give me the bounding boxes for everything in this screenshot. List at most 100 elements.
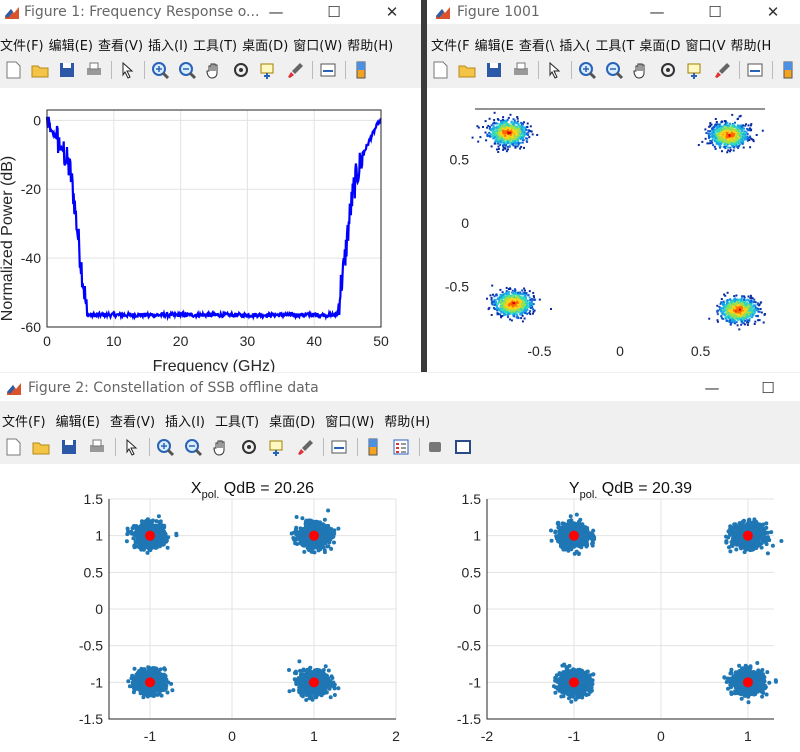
colorbar-icon[interactable] bbox=[362, 436, 384, 458]
menu-view[interactable]: 查看(\ bbox=[518, 39, 555, 54]
zoom-out-icon[interactable] bbox=[182, 436, 204, 458]
link-plot-icon[interactable] bbox=[744, 59, 766, 81]
menu-file[interactable]: 文件(F) bbox=[2, 415, 46, 430]
y-tick-label: -1 bbox=[91, 674, 104, 690]
y-tick-label: 0.5 bbox=[450, 152, 470, 168]
y-tick-label: -60 bbox=[21, 319, 41, 335]
zoom-out-icon[interactable] bbox=[176, 59, 198, 81]
show-tools-icon[interactable] bbox=[452, 436, 474, 458]
menu-tools[interactable]: 工具(T) bbox=[215, 415, 260, 430]
pointer-icon[interactable] bbox=[120, 436, 142, 458]
menu-view[interactable]: 查看(V) bbox=[109, 415, 156, 430]
print-icon[interactable] bbox=[510, 59, 532, 81]
menu-help[interactable]: 帮助(H) bbox=[347, 39, 394, 54]
data-cursor-icon[interactable] bbox=[266, 436, 288, 458]
brush-icon[interactable] bbox=[711, 59, 733, 81]
rotate-icon[interactable] bbox=[230, 59, 252, 81]
figure2-titlebar[interactable]: Figure 2: Constellation of SSB offline d… bbox=[0, 373, 800, 401]
menu-desktop[interactable]: 桌面(D bbox=[639, 39, 681, 54]
open-folder-icon[interactable] bbox=[30, 436, 52, 458]
menu-view[interactable]: 查看(V) bbox=[97, 39, 144, 54]
link-plot-icon[interactable] bbox=[328, 436, 350, 458]
figure2-title: Figure 2: Constellation of SSB offline d… bbox=[28, 380, 319, 396]
density-cluster-0 bbox=[471, 111, 539, 153]
save-icon[interactable] bbox=[56, 59, 78, 81]
figure1-titlebar[interactable]: Figure 1: Frequency Response o... — ☐ ✕ bbox=[0, 0, 421, 24]
y-tick-label: -1.5 bbox=[457, 711, 481, 727]
zoom-in-icon[interactable] bbox=[154, 436, 176, 458]
open-folder-icon[interactable] bbox=[29, 59, 51, 81]
menu-edit[interactable]: 编辑(E) bbox=[48, 39, 93, 54]
menu-tools[interactable]: 工具(T) bbox=[193, 39, 238, 54]
pointer-icon[interactable] bbox=[116, 59, 138, 81]
colorbar-icon[interactable] bbox=[777, 59, 799, 81]
x-tick-label: 0 bbox=[616, 343, 624, 359]
pointer-icon[interactable] bbox=[543, 59, 565, 81]
x-tick-label: 1 bbox=[310, 728, 318, 744]
brush-icon[interactable] bbox=[284, 59, 306, 81]
y-tick-label: -0.5 bbox=[457, 638, 481, 654]
new-file-icon[interactable] bbox=[2, 59, 24, 81]
menu-window[interactable]: 窗口(V bbox=[685, 39, 726, 54]
new-file-icon[interactable] bbox=[429, 59, 451, 81]
zoom-in-icon[interactable] bbox=[149, 59, 171, 81]
pan-icon[interactable] bbox=[630, 59, 652, 81]
menu-tools[interactable]: 工具(T bbox=[595, 39, 635, 54]
hide-tools-icon[interactable] bbox=[424, 436, 446, 458]
minimize-button[interactable]: — bbox=[649, 3, 665, 21]
chart-title: Xpol. QdB = 20.26 bbox=[191, 480, 314, 501]
close-button[interactable]: ✕ bbox=[766, 3, 780, 21]
save-icon[interactable] bbox=[483, 59, 505, 81]
x-tick-label: 50 bbox=[373, 333, 389, 349]
zoom-in-icon[interactable] bbox=[576, 59, 598, 81]
figure1001-plot-area: -0.5 0 0.5 0.5 0 -0.5 bbox=[427, 88, 800, 372]
maximize-button[interactable]: ☐ bbox=[708, 3, 722, 21]
menu-help[interactable]: 帮助(H bbox=[730, 39, 772, 54]
minimize-button[interactable]: — bbox=[704, 379, 720, 397]
axis-lines bbox=[486, 499, 774, 720]
colorbar-icon[interactable] bbox=[350, 59, 372, 81]
close-button[interactable]: ✕ bbox=[385, 3, 399, 21]
menu-edit[interactable]: 编辑(E) bbox=[55, 415, 100, 430]
link-plot-icon[interactable] bbox=[317, 59, 339, 81]
data-cursor-icon[interactable] bbox=[684, 59, 706, 81]
y-tick-label: 1 bbox=[473, 528, 481, 544]
menu-file[interactable]: 文件(F) bbox=[0, 39, 44, 54]
save-icon[interactable] bbox=[58, 436, 80, 458]
y-tick-label: 0 bbox=[95, 601, 103, 617]
maximize-button[interactable]: ☐ bbox=[761, 379, 775, 397]
y-tick-label: -20 bbox=[21, 181, 41, 197]
menu-file[interactable]: 文件(F bbox=[431, 39, 470, 54]
print-icon[interactable] bbox=[86, 436, 108, 458]
menu-desktop[interactable]: 桌面(D) bbox=[242, 39, 289, 54]
ideal-symbol-marker bbox=[742, 530, 753, 541]
zoom-out-icon[interactable] bbox=[603, 59, 625, 81]
new-file-icon[interactable] bbox=[2, 436, 24, 458]
density-cluster-2 bbox=[486, 284, 552, 323]
menu-insert[interactable]: 插入( bbox=[559, 39, 591, 54]
print-icon[interactable] bbox=[83, 59, 105, 81]
maximize-button[interactable]: ☐ bbox=[327, 3, 341, 21]
menu-edit[interactable]: 编辑(E bbox=[474, 39, 514, 54]
y-tick-label: 1.5 bbox=[84, 491, 104, 507]
rotate-icon[interactable] bbox=[657, 59, 679, 81]
figure2-plot-area: 1.5 1 0.5 0 -0.5 -1 -1.5 -1 0 1 2 Xpol. QdB = 20.26… bbox=[0, 464, 800, 752]
brush-icon[interactable] bbox=[294, 436, 316, 458]
menu-insert[interactable]: 插入(I) bbox=[165, 415, 206, 430]
menu-window[interactable]: 窗口(W) bbox=[293, 39, 343, 54]
menu-insert[interactable]: 插入(I) bbox=[148, 39, 189, 54]
data-cursor-icon[interactable] bbox=[257, 59, 279, 81]
menu-window[interactable]: 窗口(W) bbox=[325, 415, 375, 430]
pan-icon[interactable] bbox=[210, 436, 232, 458]
menu-desktop[interactable]: 桌面(D) bbox=[269, 415, 316, 430]
open-folder-icon[interactable] bbox=[456, 59, 478, 81]
figure1001-titlebar[interactable]: Figure 1001 — ☐ ✕ bbox=[427, 0, 800, 24]
legend-icon[interactable] bbox=[390, 436, 412, 458]
menu-help[interactable]: 帮助(H) bbox=[384, 415, 431, 430]
minimize-button[interactable]: — bbox=[268, 3, 284, 21]
rotate-icon[interactable] bbox=[238, 436, 260, 458]
ideal-symbol-marker bbox=[145, 530, 155, 541]
pan-icon[interactable] bbox=[203, 59, 225, 81]
toolbar-separator bbox=[357, 438, 358, 456]
figure1-toolbar bbox=[0, 56, 421, 86]
